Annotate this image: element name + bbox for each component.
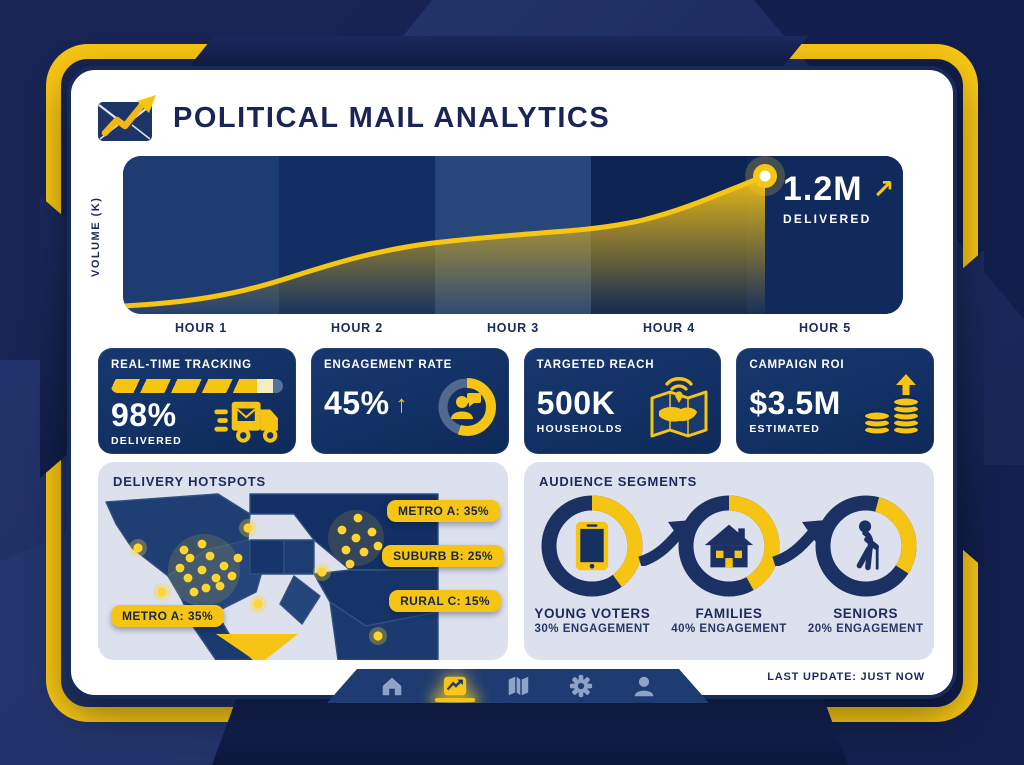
kpi-value: 45% (324, 385, 390, 421)
hotspot-callout: METRO A: 35% (386, 500, 500, 522)
delivery-progress-bar (111, 379, 283, 393)
trend-up-icon: ↗ (872, 174, 895, 204)
kpi-sublabel: HOUSEHOLDS (536, 423, 623, 435)
audience-segments-panel: AUDIENCE SEGMENTS (524, 462, 934, 660)
segment-ring (815, 495, 917, 597)
panel-title: AUDIENCE SEGMENTS (539, 474, 698, 489)
nav-profile-button[interactable] (627, 671, 661, 701)
coin-stacks-up-icon (863, 374, 921, 436)
person-chat-donut-icon (437, 378, 496, 436)
segment-seniors: SENIORS 20% ENGAGEMENT (797, 494, 934, 635)
x-tick: HOUR 4 (642, 321, 696, 335)
up-arrow-icon: ↑ (395, 391, 408, 418)
flow-arrow-icon (638, 520, 692, 566)
kpi-title: TARGETED REACH (536, 359, 655, 371)
segment-name: SENIORS (833, 606, 899, 621)
callout-label: DELIVERED (783, 212, 872, 226)
delivery-hotspots-panel: DELIVERY HOTSPOTS (98, 462, 508, 660)
home-icon (379, 673, 405, 699)
bottom-navbar (327, 669, 709, 703)
nav-analytics-button[interactable] (438, 671, 472, 701)
x-axis-labels: HOUR 1 HOUR 2 HOUR 3 HOUR 4 HOUR 5 (123, 321, 903, 335)
flow-arrow-icon (772, 520, 826, 566)
callout-value: 1.2M (783, 170, 863, 208)
kpi-value: $3.5M (749, 385, 841, 421)
senior-person-icon (856, 520, 879, 571)
kpi-card-engagement: ENGAGEMENT RATE 45% ↑ (311, 348, 509, 454)
volume-area-chart: 1.2M ↗ DELIVERED (123, 156, 903, 314)
person-icon (631, 673, 657, 699)
map-icon (505, 673, 531, 699)
x-tick: HOUR 3 (486, 321, 540, 335)
kpi-card-reach: TARGETED REACH 500K HOUSEHOLDS (523, 348, 722, 454)
nav-map-button[interactable] (501, 671, 535, 701)
nav-settings-button[interactable] (564, 671, 598, 701)
frame-top-band (188, 36, 808, 68)
kpi-title: REAL-TIME TRACKING (111, 359, 252, 371)
hotspot-callout: RURAL C: 15% (389, 590, 501, 612)
y-axis-label: VOLUME (K) (90, 196, 102, 278)
hotspot-dot-single (133, 523, 383, 641)
frame-left-band (40, 196, 70, 478)
last-update-text: LAST UPDATE: JUST NOW (767, 671, 925, 683)
hotspot-dot-cluster-a (175, 539, 243, 597)
kpi-title: CAMPAIGN ROI (749, 359, 845, 371)
segment-ring (678, 495, 780, 597)
gear-icon (568, 673, 594, 699)
peak-marker (745, 156, 785, 196)
delivered-callout: 1.2M ↗ DELIVERED (783, 170, 894, 226)
usa-map-signal-icon (650, 377, 708, 438)
envelope-trend-arrow-icon (98, 95, 156, 141)
kpi-row: REAL-TIME TRACKING 98% DELIVERED (98, 348, 935, 454)
delivery-truck-icon (214, 401, 278, 443)
lower-panels: DELIVERY HOTSPOTS (98, 462, 934, 660)
hotspot-callout: SUBURB B: 25% (382, 545, 504, 567)
segment-engagement: 20% ENGAGEMENT (807, 623, 924, 635)
dashboard-card: POLITICAL MAIL ANALYTICS VOLUME (K) (67, 66, 957, 699)
kpi-card-roi: CAMPAIGN ROI $3.5M ESTIMATED (736, 348, 935, 454)
smartphone-icon (576, 521, 609, 571)
x-tick: HOUR 1 (174, 321, 228, 335)
kpi-card-tracking: REAL-TIME TRACKING 98% DELIVERED (98, 348, 296, 454)
panel-title: DELIVERY HOTSPOTS (113, 474, 267, 489)
active-indicator (435, 698, 475, 702)
segment-ring (541, 495, 643, 597)
segment-young-voters: YOUNG VOTERS 30% ENGAGEMENT (524, 494, 661, 635)
frame-bottom-band (212, 694, 848, 765)
hotspot-callout: METRO A: 35% (111, 605, 225, 627)
kpi-value: 98% (111, 397, 177, 433)
kpi-value: 500K (536, 385, 616, 421)
hotspot-dot-cluster-b (337, 513, 383, 569)
house-icon (704, 524, 754, 568)
hotspot-map (105, 493, 439, 660)
segment-name: YOUNG VOTERS (534, 606, 651, 621)
segment-engagement: 30% ENGAGEMENT (534, 623, 651, 635)
analytics-chart-icon (441, 673, 469, 699)
frame-right-band (954, 250, 984, 568)
nav-home-button[interactable] (375, 671, 409, 701)
kpi-title: ENGAGEMENT RATE (324, 359, 453, 371)
segment-name: FAMILIES (695, 606, 763, 621)
x-tick: HOUR 5 (798, 321, 852, 335)
segment-engagement: 40% ENGAGEMENT (671, 623, 787, 635)
kpi-sublabel: ESTIMATED (749, 423, 821, 435)
segment-row: YOUNG VOTERS 30% ENGAGEMENT (524, 494, 934, 635)
page-title: POLITICAL MAIL ANALYTICS (173, 102, 611, 134)
kpi-sublabel: DELIVERED (111, 435, 182, 447)
x-tick: HOUR 2 (330, 321, 384, 335)
segment-families: FAMILIES 40% ENGAGEMENT (661, 494, 798, 635)
